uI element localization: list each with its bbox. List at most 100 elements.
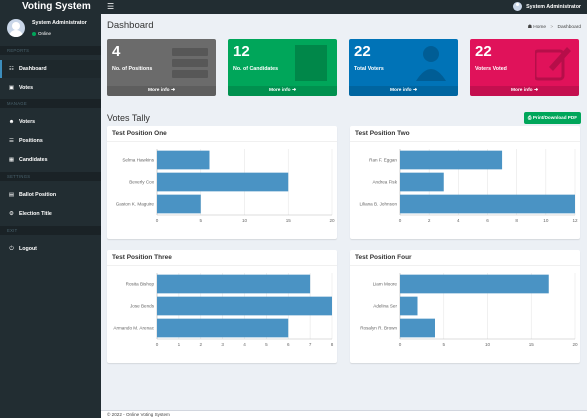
tick-label: 12 — [572, 218, 578, 223]
tick-label: 3 — [221, 342, 224, 347]
user-menu[interactable]: System Administrator — [513, 2, 581, 11]
chart-panel-position-one: Test Position One Selma Hawkins Beverly C… — [107, 126, 337, 239]
breadcrumb-home[interactable]: Home — [533, 25, 547, 30]
sidebar-item-positions[interactable]: ☰ Positions — [0, 132, 101, 150]
category-label: Beverly Cox — [129, 180, 154, 185]
bar — [157, 296, 332, 316]
sidebar-item-label: Logout — [19, 246, 37, 252]
users-icon: ☻ — [8, 119, 15, 125]
votes-tally-title: Votes Tally — [107, 113, 150, 123]
bar — [400, 194, 575, 214]
sidebar-item-dashboard[interactable]: ☷ Dashboard — [0, 60, 101, 78]
file-text-icon: ▤ — [8, 192, 15, 198]
chart-title: Test Position Two — [355, 130, 410, 137]
bar — [157, 172, 289, 192]
edit-icon — [535, 47, 571, 81]
home-icon: ☗ — [527, 25, 532, 30]
bar — [400, 172, 444, 192]
user-name: System Administrator — [32, 20, 87, 26]
tick-label: 10 — [543, 218, 549, 223]
sidebar-item-voters[interactable]: ☻ Voters — [0, 113, 101, 131]
stat-box-total-voters: 22 Total Voters More info ➜ — [349, 39, 458, 96]
breadcrumb-current: Dashboard — [557, 25, 581, 30]
stat-value: 22 — [475, 43, 492, 60]
tick-label: 10 — [485, 342, 491, 347]
tick-label: 4 — [457, 218, 460, 223]
bar-chart: Liam Moore Adelina Ser Rosalyn R. Brown 0 5 1… — [360, 273, 578, 347]
tick-label: 8 — [331, 342, 334, 347]
breadcrumb-separator: > — [550, 25, 554, 30]
sidebar-item-label: Candidates — [19, 157, 48, 163]
cog-icon: ⚙ — [9, 211, 14, 217]
section-header-settings: SETTINGS — [0, 172, 101, 181]
sidebar-item-candidates[interactable]: ▦ Candidates — [0, 151, 101, 169]
category-label: Andrea Fisk — [372, 180, 397, 185]
avatar — [513, 2, 523, 11]
tick-label: 2 — [199, 342, 202, 347]
tick-label: 1 — [178, 342, 181, 347]
more-info-label: More info — [148, 88, 170, 93]
sidebar-item-label: Votes — [19, 85, 34, 91]
more-info-link[interactable]: More info ➜ — [107, 86, 216, 96]
tick-label: 5 — [265, 342, 268, 347]
black-tie-icon: ▦ — [8, 157, 15, 163]
bar — [400, 150, 503, 170]
tick-label: 0 — [156, 342, 159, 347]
bar — [157, 150, 210, 170]
sidebar: Voting System System Administrator Onlin… — [0, 0, 101, 418]
category-label: Rosalyn R. Brown — [360, 326, 397, 331]
lock-icon: ▣ — [8, 85, 15, 91]
breadcrumb: ☗ Home > Dashboard — [528, 25, 581, 30]
more-info-link[interactable]: More info ➜ — [228, 86, 337, 96]
tick-label: 8 — [515, 218, 518, 223]
category-label: Ran F. Eggan — [369, 158, 397, 163]
chart-panel-position-three: Test Position Three Rosita Bishop Jose Be… — [107, 250, 337, 363]
tick-label: 5 — [442, 342, 445, 347]
stat-label: No. of Positions — [112, 66, 153, 72]
top-navbar: ☰ System Administrator — [101, 0, 587, 14]
stat-label: Total Voters — [354, 66, 384, 72]
bar — [400, 318, 435, 338]
more-info-link[interactable]: More info ➜ — [470, 86, 579, 96]
category-label: Selma Hawkins — [122, 158, 154, 163]
sidebar-item-ballot-position[interactable]: ▤ Ballot Position — [0, 186, 101, 204]
bar-chart: Rosita Bishop Jose Bends Armando M. Arenac… — [113, 273, 334, 347]
bar — [157, 318, 289, 338]
page-footer: © 2022 - Online Voting System — [101, 410, 587, 418]
dashboard-icon: ☷ — [9, 66, 14, 72]
stat-box-positions: 4 No. of Positions More info ➜ — [107, 39, 216, 96]
sidebar-item-votes[interactable]: ▣ Votes — [0, 79, 101, 97]
tick-label: 6 — [486, 218, 489, 223]
sidebar-item-election-title[interactable]: ⚙ Election Title — [0, 205, 101, 223]
avatar — [7, 19, 25, 37]
sidebar-item-label: Dashboard — [19, 66, 47, 72]
more-info-link[interactable]: More info ➜ — [349, 86, 458, 96]
black-tie-icon — [295, 45, 327, 81]
bar-chart: Ran F. Eggan Andrea Fisk Liliana B. Johnso… — [359, 149, 578, 223]
more-info-label: More info — [390, 88, 412, 93]
print-pdf-button[interactable]: ⎙ Print/Download PDF — [523, 112, 581, 124]
section-header-manage: MANAGE — [0, 99, 101, 108]
category-label: Adelina Ser — [373, 304, 397, 309]
chart-title: Test Position Three — [112, 254, 172, 261]
section-header-reports: REPORTS — [0, 46, 101, 55]
chart-panel-position-two: Test Position Two Ran F. Eggan Andrea Fis… — [350, 126, 580, 239]
tick-label: 7 — [309, 342, 312, 347]
more-info-label: More info — [269, 88, 291, 93]
sidebar-item-logout[interactable]: ⏻ Logout — [0, 240, 101, 258]
section-header-exit: EXIT — [0, 226, 101, 235]
page-title: Dashboard — [107, 20, 154, 31]
menu-toggle-icon[interactable]: ☰ — [107, 2, 115, 11]
app-logo[interactable]: Voting System — [0, 0, 101, 14]
panel-divider — [350, 265, 580, 266]
tick-label: 4 — [243, 342, 246, 347]
category-label: Gaston K. Maguire — [116, 202, 155, 207]
tick-label: 20 — [572, 342, 578, 347]
stat-box-voters-voted: 22 Voters Voted More info ➜ — [470, 39, 579, 96]
user-status: Online — [32, 31, 51, 36]
tick-label: 5 — [199, 218, 202, 223]
chart-title: Test Position One — [112, 130, 167, 137]
chart-panel-position-four: Test Position Four Liam Moore Adelina Ser… — [350, 250, 580, 363]
tick-label: 0 — [399, 342, 402, 347]
print-icon: ⎙ — [527, 115, 532, 120]
